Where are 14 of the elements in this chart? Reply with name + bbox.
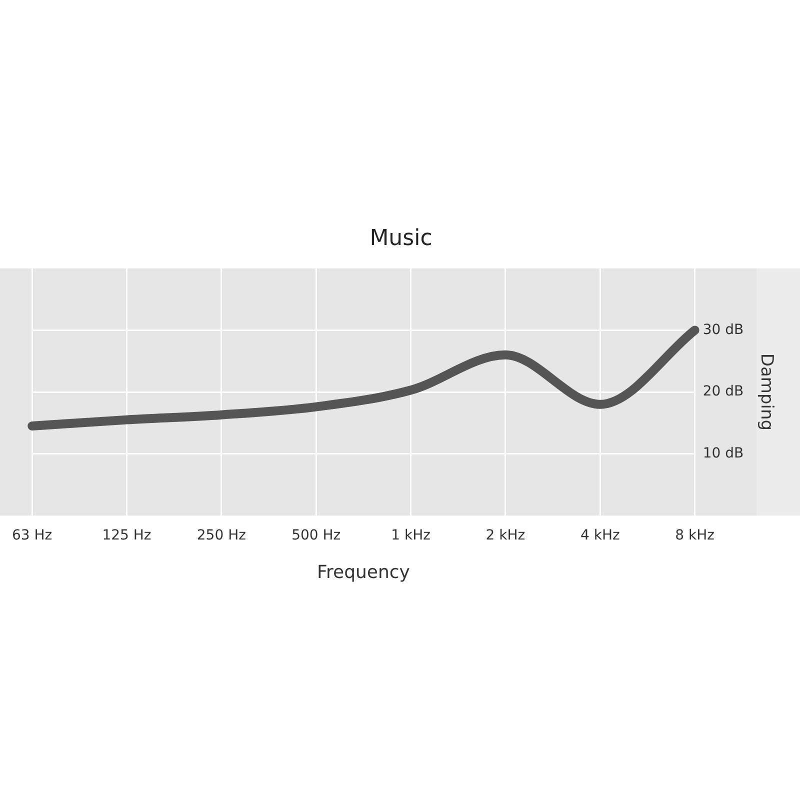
x-tick-label: 8 kHz <box>675 528 715 544</box>
x-tick-label: 1 kHz <box>391 528 430 544</box>
x-tick-label: 125 Hz <box>102 528 152 544</box>
x-tick-label: 2 kHz <box>486 528 526 544</box>
y-tick-label: 10 dB <box>702 445 744 462</box>
x-tick-label: 500 Hz <box>292 528 341 544</box>
y-axis-title: Damping <box>756 353 776 431</box>
x-tick-label: 250 Hz <box>196 528 246 544</box>
x-tick-label: 4 kHz <box>580 528 620 544</box>
x-tick-label: 63 Hz <box>12 528 52 544</box>
chart-title: Music <box>370 226 432 251</box>
y-tick-label: 20 dB <box>702 384 744 400</box>
y-tick-label: 30 dB <box>702 322 744 338</box>
x-axis-title: Frequency <box>316 562 410 583</box>
